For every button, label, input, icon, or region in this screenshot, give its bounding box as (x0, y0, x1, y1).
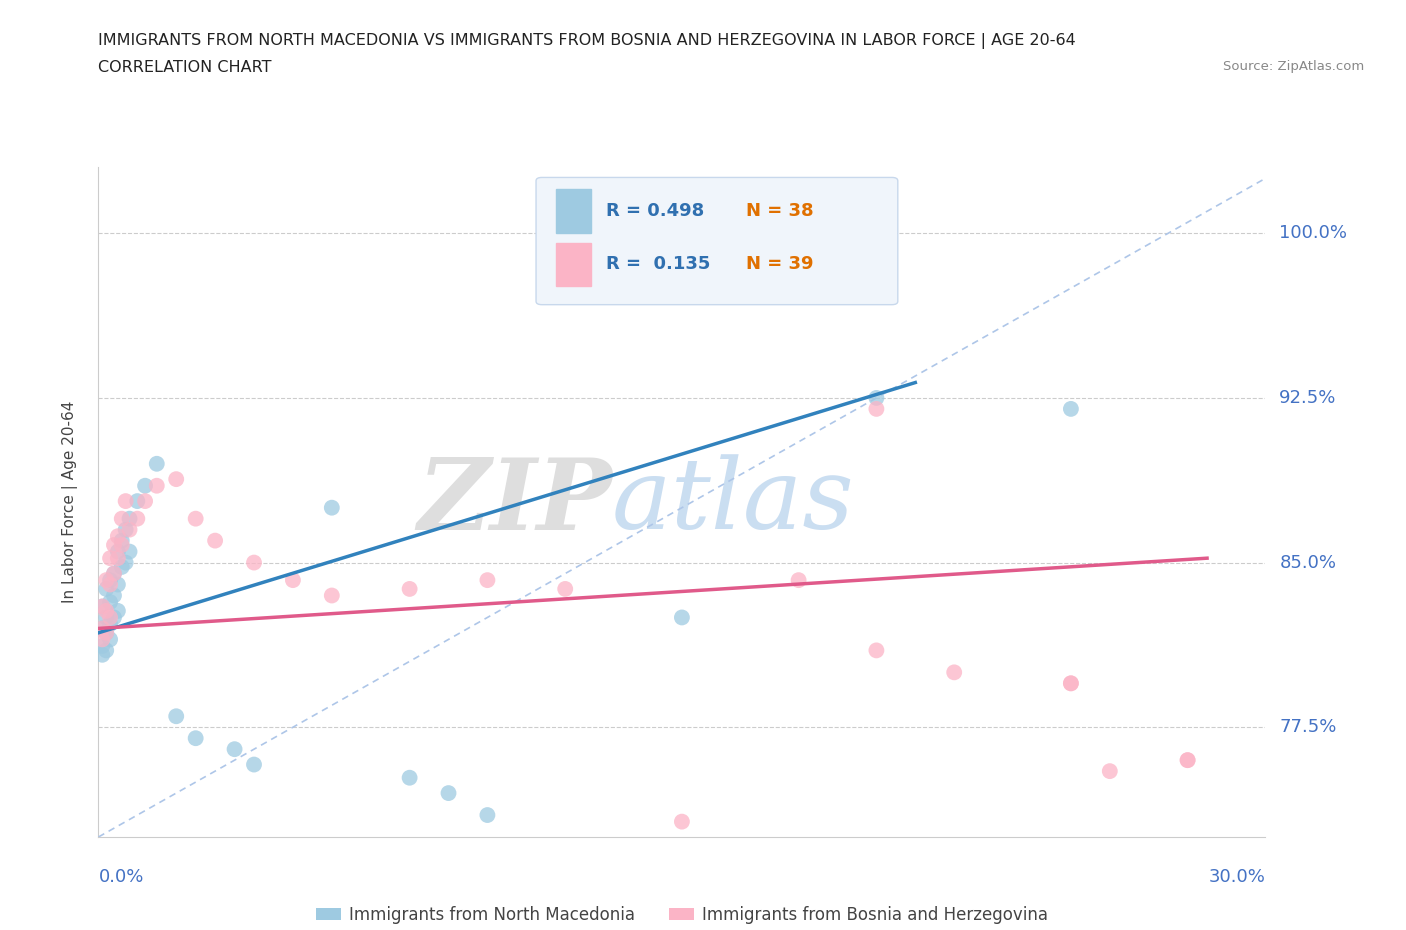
Point (114, 523, 136, 538)
Point (91, 639, 114, 654)
Point (103, 588, 125, 603)
Point (98, 617, 121, 631)
Point (96, 625, 118, 640)
Point (111, 533, 134, 548)
Legend: Immigrants from North Macedonia, Immigrants from Bosnia and Herzegovina: Immigrants from North Macedonia, Immigra… (309, 899, 1054, 930)
Point (111, 512, 134, 526)
Point (96, 625, 118, 640)
Point (477, 573, 499, 588)
Text: 0.0%: 0.0% (98, 868, 143, 885)
Point (98, 594, 121, 609)
Point (107, 544, 129, 559)
Point (165, 472, 187, 486)
Point (165, 709, 187, 724)
Point (224, 742, 246, 757)
Text: N = 39: N = 39 (747, 256, 814, 273)
Point (1060, 402, 1083, 417)
Point (321, 588, 343, 603)
Point (98, 551, 121, 565)
Point (103, 566, 125, 581)
Text: ZIP: ZIP (418, 454, 612, 551)
Point (111, 560, 134, 575)
Point (554, 581, 576, 596)
Point (787, 573, 810, 588)
Point (107, 551, 129, 565)
Point (103, 566, 125, 581)
Text: CORRELATION CHART: CORRELATION CHART (98, 60, 271, 75)
Point (98, 578, 121, 592)
Point (107, 578, 129, 592)
Point (96, 581, 118, 596)
Point (1177, 752, 1199, 767)
Point (98, 573, 121, 588)
Point (118, 544, 141, 559)
Point (243, 555, 266, 570)
Point (98, 632, 121, 647)
Text: 30.0%: 30.0% (1209, 868, 1265, 885)
Point (107, 604, 129, 618)
Point (865, 391, 887, 405)
Point (398, 581, 420, 596)
Point (118, 512, 141, 526)
Point (671, 610, 693, 625)
Point (127, 512, 149, 526)
Point (114, 555, 136, 570)
Point (281, 573, 304, 588)
Bar (555, 243, 591, 286)
Point (184, 731, 207, 746)
Text: atlas: atlas (612, 455, 855, 550)
Point (1060, 676, 1083, 691)
Y-axis label: In Labor Force | Age 20-64: In Labor Force | Age 20-64 (62, 401, 77, 604)
Text: Source: ZipAtlas.com: Source: ZipAtlas.com (1223, 60, 1364, 73)
Text: N = 38: N = 38 (747, 202, 814, 219)
Text: R =  0.135: R = 0.135 (606, 256, 710, 273)
Point (91, 647, 114, 662)
Point (98, 610, 121, 625)
Point (943, 665, 966, 680)
Point (134, 494, 156, 509)
Point (91, 621, 114, 636)
Point (111, 538, 134, 552)
Point (437, 786, 460, 801)
Point (134, 478, 156, 493)
Text: R = 0.498: R = 0.498 (606, 202, 704, 219)
Text: 92.5%: 92.5% (1279, 389, 1337, 407)
Point (91, 599, 114, 614)
Point (127, 494, 149, 509)
Point (96, 573, 118, 588)
Point (671, 814, 693, 829)
Point (243, 757, 266, 772)
Point (96, 610, 118, 625)
Point (865, 643, 887, 658)
Text: IMMIGRANTS FROM NORTH MACEDONIA VS IMMIGRANTS FROM BOSNIA AND HERZEGOVINA IN LAB: IMMIGRANTS FROM NORTH MACEDONIA VS IMMIG… (98, 33, 1076, 48)
Point (1060, 676, 1083, 691)
Point (114, 494, 136, 509)
FancyBboxPatch shape (536, 178, 898, 305)
Point (184, 512, 207, 526)
Point (146, 457, 169, 472)
Point (91, 599, 114, 614)
Text: 77.5%: 77.5% (1279, 718, 1337, 737)
Point (146, 478, 169, 493)
Bar (555, 189, 591, 232)
Point (398, 770, 420, 785)
Point (865, 402, 887, 417)
Point (477, 807, 499, 822)
Point (96, 643, 118, 658)
Point (321, 500, 343, 515)
Point (103, 538, 125, 552)
Point (91, 632, 114, 647)
Point (91, 621, 114, 636)
Point (1098, 764, 1121, 778)
Point (107, 529, 129, 544)
Point (204, 533, 226, 548)
Point (96, 604, 118, 618)
Text: 85.0%: 85.0% (1279, 553, 1336, 572)
Point (1177, 752, 1199, 767)
Text: 100.0%: 100.0% (1279, 224, 1347, 242)
Point (118, 523, 141, 538)
Point (103, 610, 125, 625)
